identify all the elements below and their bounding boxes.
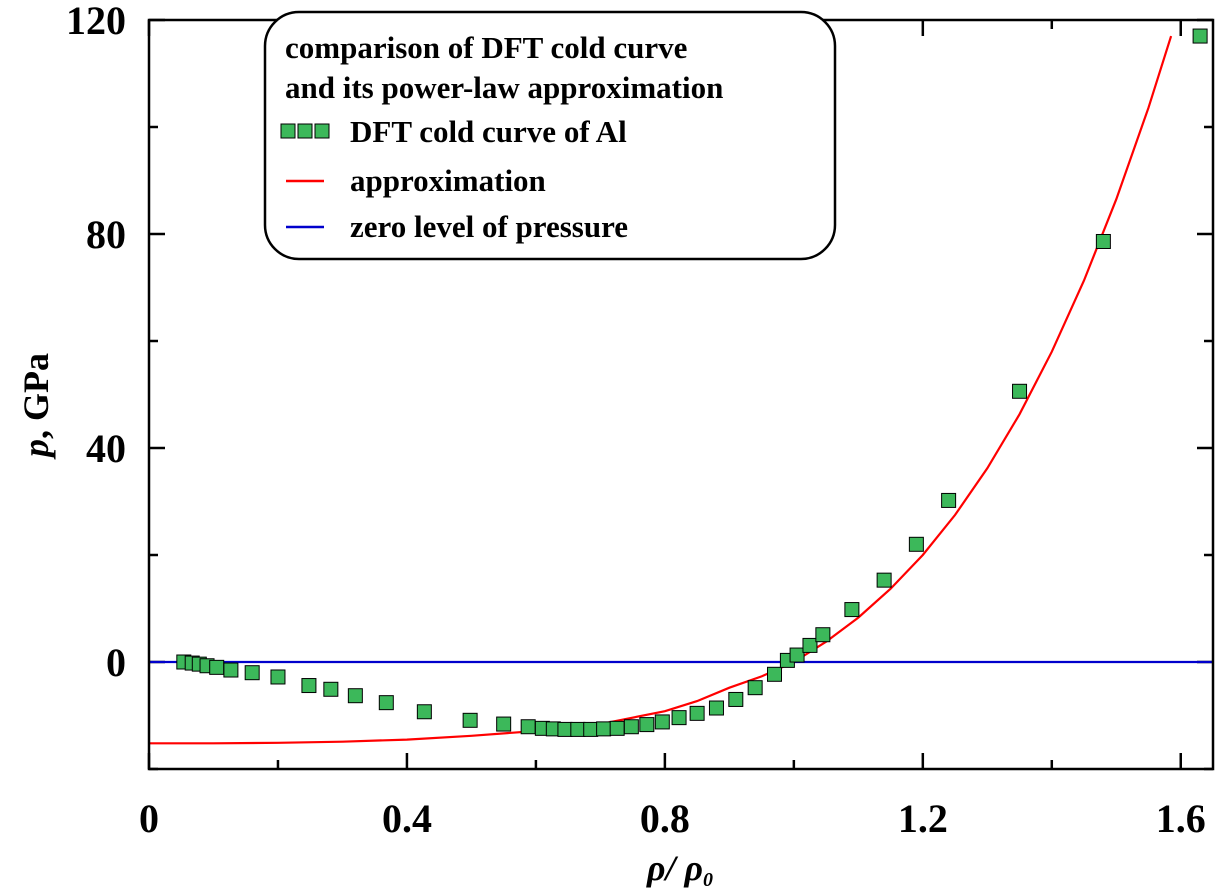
legend-marker xyxy=(314,123,330,139)
legend-entry-dft: DFT cold curve of Al xyxy=(280,114,627,149)
data-point-marker xyxy=(596,721,612,737)
data-point-marker xyxy=(623,719,639,735)
legend-marker xyxy=(280,123,296,139)
axis-titles: p, GPa ρ/ ρ0 xyxy=(16,353,713,891)
legend-title-line-2: and its power-law approximation xyxy=(285,70,723,105)
x-axis-label-main: ρ/ ρ xyxy=(646,848,703,888)
legend-marker-swatch xyxy=(280,123,330,139)
data-point-marker xyxy=(908,536,924,552)
data-point-marker xyxy=(347,688,363,704)
x-tick-label: 1.6 xyxy=(1156,796,1206,841)
x-tick-label: 0 xyxy=(139,796,159,841)
data-point-marker xyxy=(767,666,783,682)
data-point-marker xyxy=(301,678,317,694)
data-point-marker xyxy=(416,704,432,720)
data-point-marker xyxy=(654,714,670,730)
legend-label-approximation: approximation xyxy=(350,163,546,198)
data-point-marker xyxy=(462,712,478,728)
data-point-marker xyxy=(689,705,705,721)
y-tick-label: 80 xyxy=(86,212,126,257)
legend-entry-zero-level: zero level of pressure xyxy=(286,209,628,244)
y-axis-label-symbol: p xyxy=(16,439,56,460)
y-tick-label: 40 xyxy=(86,426,126,471)
data-point-marker xyxy=(209,659,225,675)
y-tick-label: 0 xyxy=(106,640,126,685)
data-point-marker xyxy=(728,691,744,707)
data-point-marker xyxy=(789,647,805,663)
data-point-marker xyxy=(1012,383,1028,399)
x-tick-label: 0.4 xyxy=(382,796,432,841)
x-axis-label: ρ/ ρ0 xyxy=(646,848,713,891)
data-point-marker xyxy=(802,637,818,653)
data-point-marker xyxy=(583,721,599,737)
series-clip-group xyxy=(149,28,1213,745)
data-point-marker xyxy=(639,717,655,733)
series-layer xyxy=(149,28,1213,745)
tick-labels: 0 0.4 0.8 1.2 1.6 0 40 80 120 xyxy=(66,0,1206,841)
data-point-marker xyxy=(323,681,339,697)
data-point-marker xyxy=(747,680,763,696)
data-point-marker xyxy=(223,662,239,678)
data-point-marker xyxy=(708,700,724,716)
legend-title-line-1: comparison of DFT cold curve xyxy=(285,30,687,65)
data-point-marker xyxy=(1095,233,1111,249)
data-point-marker xyxy=(844,602,860,618)
y-axis-label: p, GPa xyxy=(16,353,56,460)
data-point-marker xyxy=(1192,28,1208,44)
data-point-marker xyxy=(570,721,586,737)
data-point-marker xyxy=(876,572,892,588)
data-point-marker xyxy=(941,492,957,508)
data-point-marker xyxy=(671,710,687,726)
y-axis-label-unit: , GPa xyxy=(16,353,56,439)
legend: comparison of DFT cold curve and its pow… xyxy=(263,10,837,261)
x-axis-label-subscript: 0 xyxy=(703,869,713,891)
data-point-marker xyxy=(244,665,260,681)
data-point-marker xyxy=(609,720,625,736)
data-point-marker xyxy=(520,719,536,735)
data-point-marker xyxy=(270,669,286,685)
data-point-marker xyxy=(557,721,573,737)
data-point-marker xyxy=(378,695,394,711)
legend-entry-approximation: approximation xyxy=(286,163,546,198)
legend-box xyxy=(263,10,837,261)
x-tick-label: 0.8 xyxy=(640,796,690,841)
x-tick-label: 1.2 xyxy=(898,796,948,841)
data-point-marker xyxy=(815,627,831,643)
legend-label-dft: DFT cold curve of Al xyxy=(350,114,627,149)
legend-marker xyxy=(297,123,313,139)
y-tick-label: 120 xyxy=(66,0,126,43)
data-point-marker xyxy=(496,716,512,732)
legend-label-zero-level: zero level of pressure xyxy=(350,209,628,244)
